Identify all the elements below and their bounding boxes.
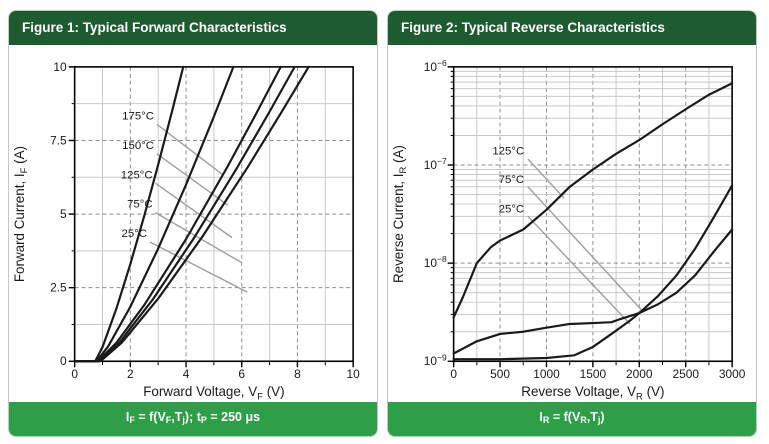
curve-label: 175°C — [122, 110, 154, 122]
forward-characteristics-chart: 0 2 4 6 8 10 0 2.5 5 7.5 10 175°C 150°C 125°C 75°C 25°C… — [12, 60, 360, 402]
svg-text:2000: 2000 — [626, 367, 653, 381]
svg-text:Forward Voltage, VF (V): Forward Voltage, VF (V) — [143, 384, 284, 402]
svg-text:0: 0 — [60, 354, 67, 368]
curve-label: 150°C — [122, 140, 154, 152]
svg-text:4: 4 — [183, 367, 190, 381]
curve-label: 25°C — [122, 228, 148, 240]
svg-text:10−8: 10−8 — [424, 254, 447, 270]
curve-label: 75°C — [499, 174, 525, 186]
svg-text:10: 10 — [346, 367, 360, 381]
svg-text:8: 8 — [294, 367, 301, 381]
svg-text:Reverse Current, IR (A): Reverse Current, IR (A) — [391, 145, 409, 283]
figure1-chart-area: 0 2 4 6 8 10 0 2.5 5 7.5 10 175°C 150°C 125°C 75°C 25°C… — [9, 45, 377, 403]
svg-text:2500: 2500 — [672, 367, 699, 381]
svg-text:500: 500 — [490, 367, 510, 381]
figure1-formula: IF = f(VF,Tj); tP = 250 μs — [125, 410, 261, 426]
svg-text:1500: 1500 — [580, 367, 607, 381]
svg-text:5: 5 — [60, 207, 67, 221]
curve-label: 75°C — [127, 199, 153, 211]
figure1-header: Figure 1: Typical Forward Characteristic… — [9, 11, 377, 45]
series-25c — [73, 65, 310, 363]
figure2-chart-area: 0 500 1000 1500 2000 2500 3000 10−6 10−7 10−8 10−9… — [388, 45, 756, 403]
svg-text:10: 10 — [53, 60, 67, 74]
reverse-characteristics-chart: 0 500 1000 1500 2000 2500 3000 10−6 10−7 10−8 10−9… — [391, 58, 746, 402]
figure2-header: Figure 2: Typical Reverse Characteristic… — [388, 11, 756, 45]
figure1-panel: Figure 1: Typical Forward Characteristic… — [8, 10, 378, 437]
curve-label: 25°C — [499, 204, 525, 216]
svg-text:2: 2 — [127, 367, 134, 381]
svg-text:Reverse Voltage, VR (V): Reverse Voltage, VR (V) — [521, 384, 664, 402]
svg-text:10−6: 10−6 — [424, 58, 447, 74]
figure1-footer: IF = f(VF,Tj); tP = 250 μs — [9, 402, 377, 436]
svg-text:7.5: 7.5 — [50, 133, 67, 147]
figure2-panel: Figure 2: Typical Reverse Characteristic… — [387, 10, 757, 437]
figure2-formula: IR = f(VR,Tj) — [539, 410, 605, 426]
svg-text:0: 0 — [450, 367, 457, 381]
figure1-title: Figure 1: Typical Forward Characteristic… — [22, 20, 287, 35]
series-75c — [452, 228, 734, 355]
curve-label: 125°C — [492, 146, 524, 158]
svg-text:10−7: 10−7 — [424, 156, 447, 172]
svg-text:Forward Current, IF (A): Forward Current, IF (A) — [12, 146, 30, 282]
svg-text:3000: 3000 — [719, 367, 746, 381]
svg-text:2.5: 2.5 — [50, 281, 67, 295]
svg-text:6: 6 — [238, 367, 245, 381]
series-25c — [452, 184, 734, 361]
svg-text:10−9: 10−9 — [424, 352, 447, 368]
series-125c — [452, 82, 734, 319]
svg-text:0: 0 — [71, 367, 78, 381]
figure2-footer: IR = f(VR,Tj) — [388, 402, 756, 436]
series-75c — [73, 65, 296, 363]
svg-text:1000: 1000 — [533, 367, 560, 381]
curve-label: 125°C — [121, 169, 153, 181]
figure2-title: Figure 2: Typical Reverse Characteristic… — [401, 20, 665, 35]
